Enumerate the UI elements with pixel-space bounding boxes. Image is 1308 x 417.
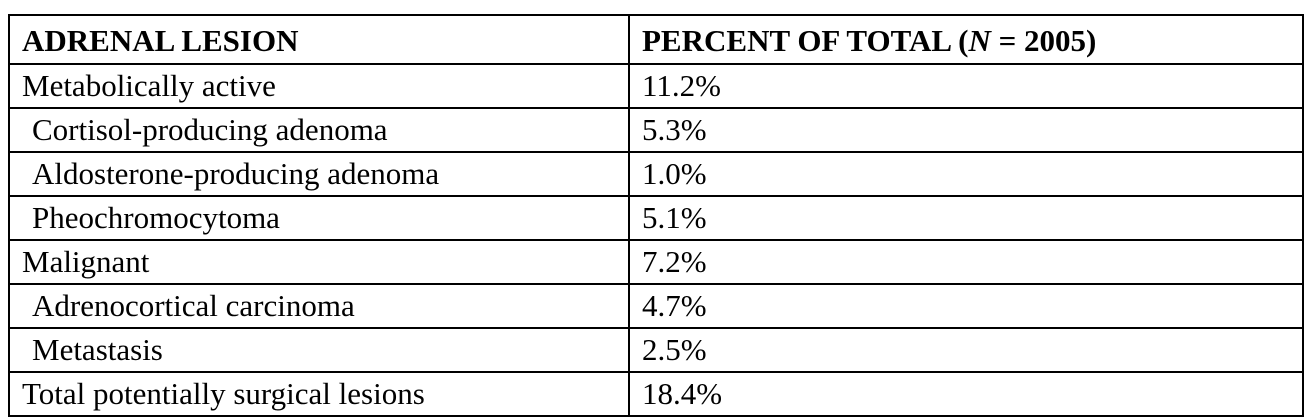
lesion-cell: Malignant [8,239,630,285]
table-header-row: ADRENAL LESION PERCENT OF TOTAL (N = 200… [8,14,1304,65]
lesion-cell: Aldosterone-producing adenoma [8,151,630,197]
table-row: Aldosterone-producing adenoma 1.0% [8,151,1304,197]
percent-cell: 7.2% [628,239,1304,285]
percent-cell: 5.1% [628,195,1304,241]
adrenal-lesion-table-container: ADRENAL LESION PERCENT OF TOTAL (N = 200… [8,14,1304,417]
percent-cell: 18.4% [628,371,1304,417]
table-row: Total potentially surgical lesions 18.4% [8,371,1304,417]
percent-cell: 11.2% [628,63,1304,109]
table-row: Metastasis 2.5% [8,327,1304,373]
lesion-cell: Cortisol-producing adenoma [8,107,630,153]
percent-cell: 2.5% [628,327,1304,373]
table-row: Cortisol-producing adenoma 5.3% [8,107,1304,153]
table-row: Adrenocortical carcinoma 4.7% [8,283,1304,329]
table-row: Pheochromocytoma 5.1% [8,195,1304,241]
column-header-percent-prefix: PERCENT OF TOTAL ( [642,23,969,58]
lesion-cell: Pheochromocytoma [8,195,630,241]
lesion-cell: Total potentially surgical lesions [8,371,630,417]
column-header-adrenal-lesion: ADRENAL LESION [8,14,630,65]
adrenal-lesion-table: ADRENAL LESION PERCENT OF TOTAL (N = 200… [8,14,1304,417]
lesion-cell: Metastasis [8,327,630,373]
lesion-cell: Adrenocortical carcinoma [8,283,630,329]
percent-cell: 5.3% [628,107,1304,153]
percent-cell: 1.0% [628,151,1304,197]
column-header-percent-suffix: = 2005) [990,23,1097,58]
lesion-cell: Metabolically active [8,63,630,109]
percent-cell: 4.7% [628,283,1304,329]
column-header-percent-of-total: PERCENT OF TOTAL (N = 2005) [628,14,1304,65]
table-row: Metabolically active 11.2% [8,63,1304,109]
column-header-n-symbol: N [968,23,991,58]
table-row: Malignant 7.2% [8,239,1304,285]
